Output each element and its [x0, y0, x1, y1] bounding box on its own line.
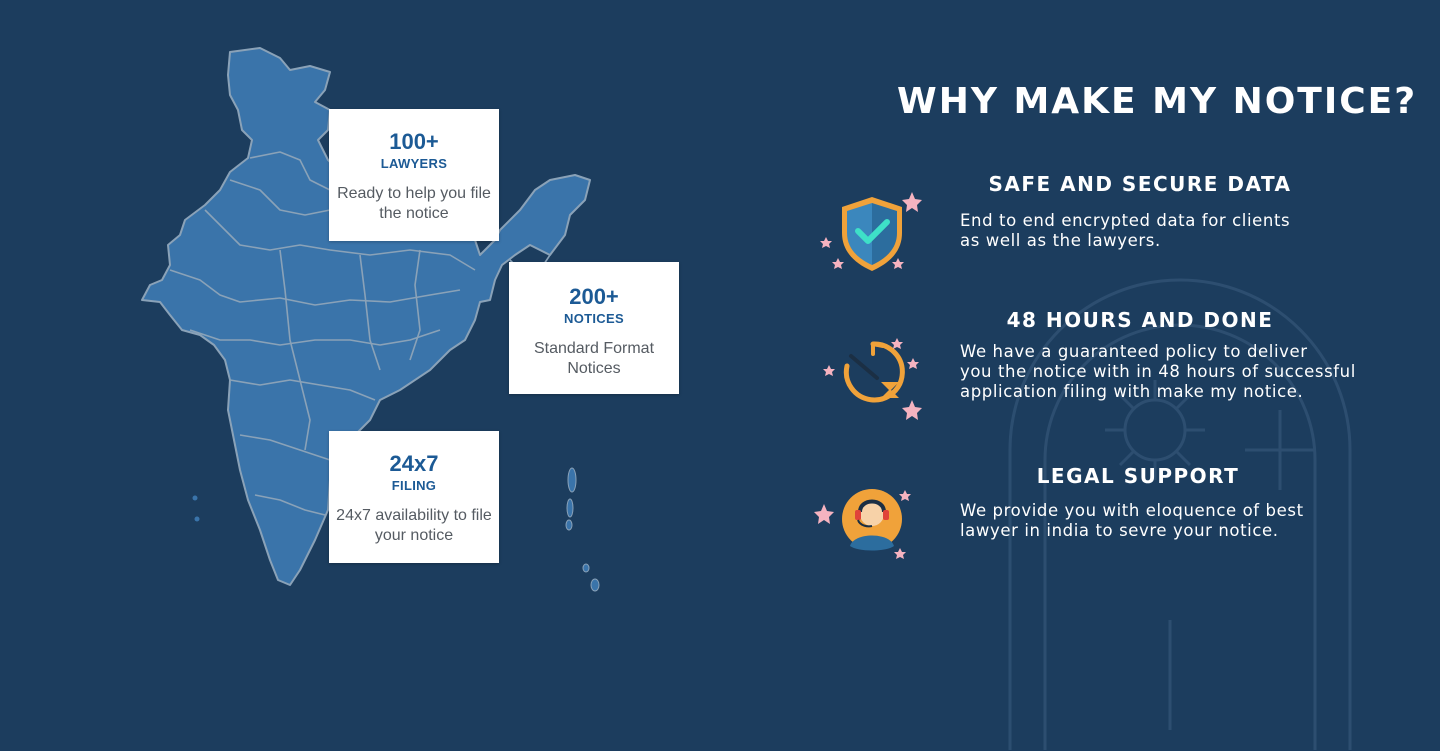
- feature-desc-secure-data: End to end encrypted data for clients as…: [960, 211, 1291, 250]
- stat-card-notices: 200+ NOTICES Standard Format Notices: [509, 262, 679, 394]
- stat-description: 24x7 availability to file your notice: [336, 507, 492, 544]
- lakshadweep-islands-shape: [192, 495, 200, 522]
- stat-card-filing: 24x7 FILING 24x7 availability to file yo…: [329, 431, 499, 563]
- support-agent-icon: [814, 489, 911, 559]
- stat-description: Standard Format Notices: [533, 340, 655, 377]
- feature-desc-48-hours: We have a guaranteed policy to deliver y…: [960, 342, 1356, 401]
- stat-number: 24x7: [389, 451, 439, 476]
- stat-number: 100+: [389, 129, 439, 154]
- andaman-islands-shape: [565, 467, 600, 592]
- feature-title-legal-support: LEGAL SUPPORT: [1036, 464, 1240, 488]
- feature-title-48-hours: 48 HOURS AND DONE: [1006, 308, 1274, 332]
- shield-check-icon: [820, 192, 922, 271]
- clock-hourglass-icon: [823, 338, 922, 420]
- stat-unit: NOTICES: [564, 311, 624, 326]
- section-heading: WHY MAKE MY NOTICE?: [897, 81, 1418, 122]
- feature-title-secure-data: SAFE AND SECURE DATA: [988, 172, 1292, 196]
- stat-card-lawyers: 100+ LAWYERS Ready to help you file the …: [329, 109, 499, 241]
- feature-desc-legal-support: We provide you with eloquence of best la…: [960, 501, 1304, 540]
- stat-unit: FILING: [391, 478, 437, 493]
- decorative-arch-graphic: [1008, 278, 1352, 750]
- stat-description: Ready to help you file the notice: [337, 185, 491, 222]
- stat-unit: LAWYERS: [380, 156, 448, 171]
- stat-number: 200+: [569, 284, 619, 309]
